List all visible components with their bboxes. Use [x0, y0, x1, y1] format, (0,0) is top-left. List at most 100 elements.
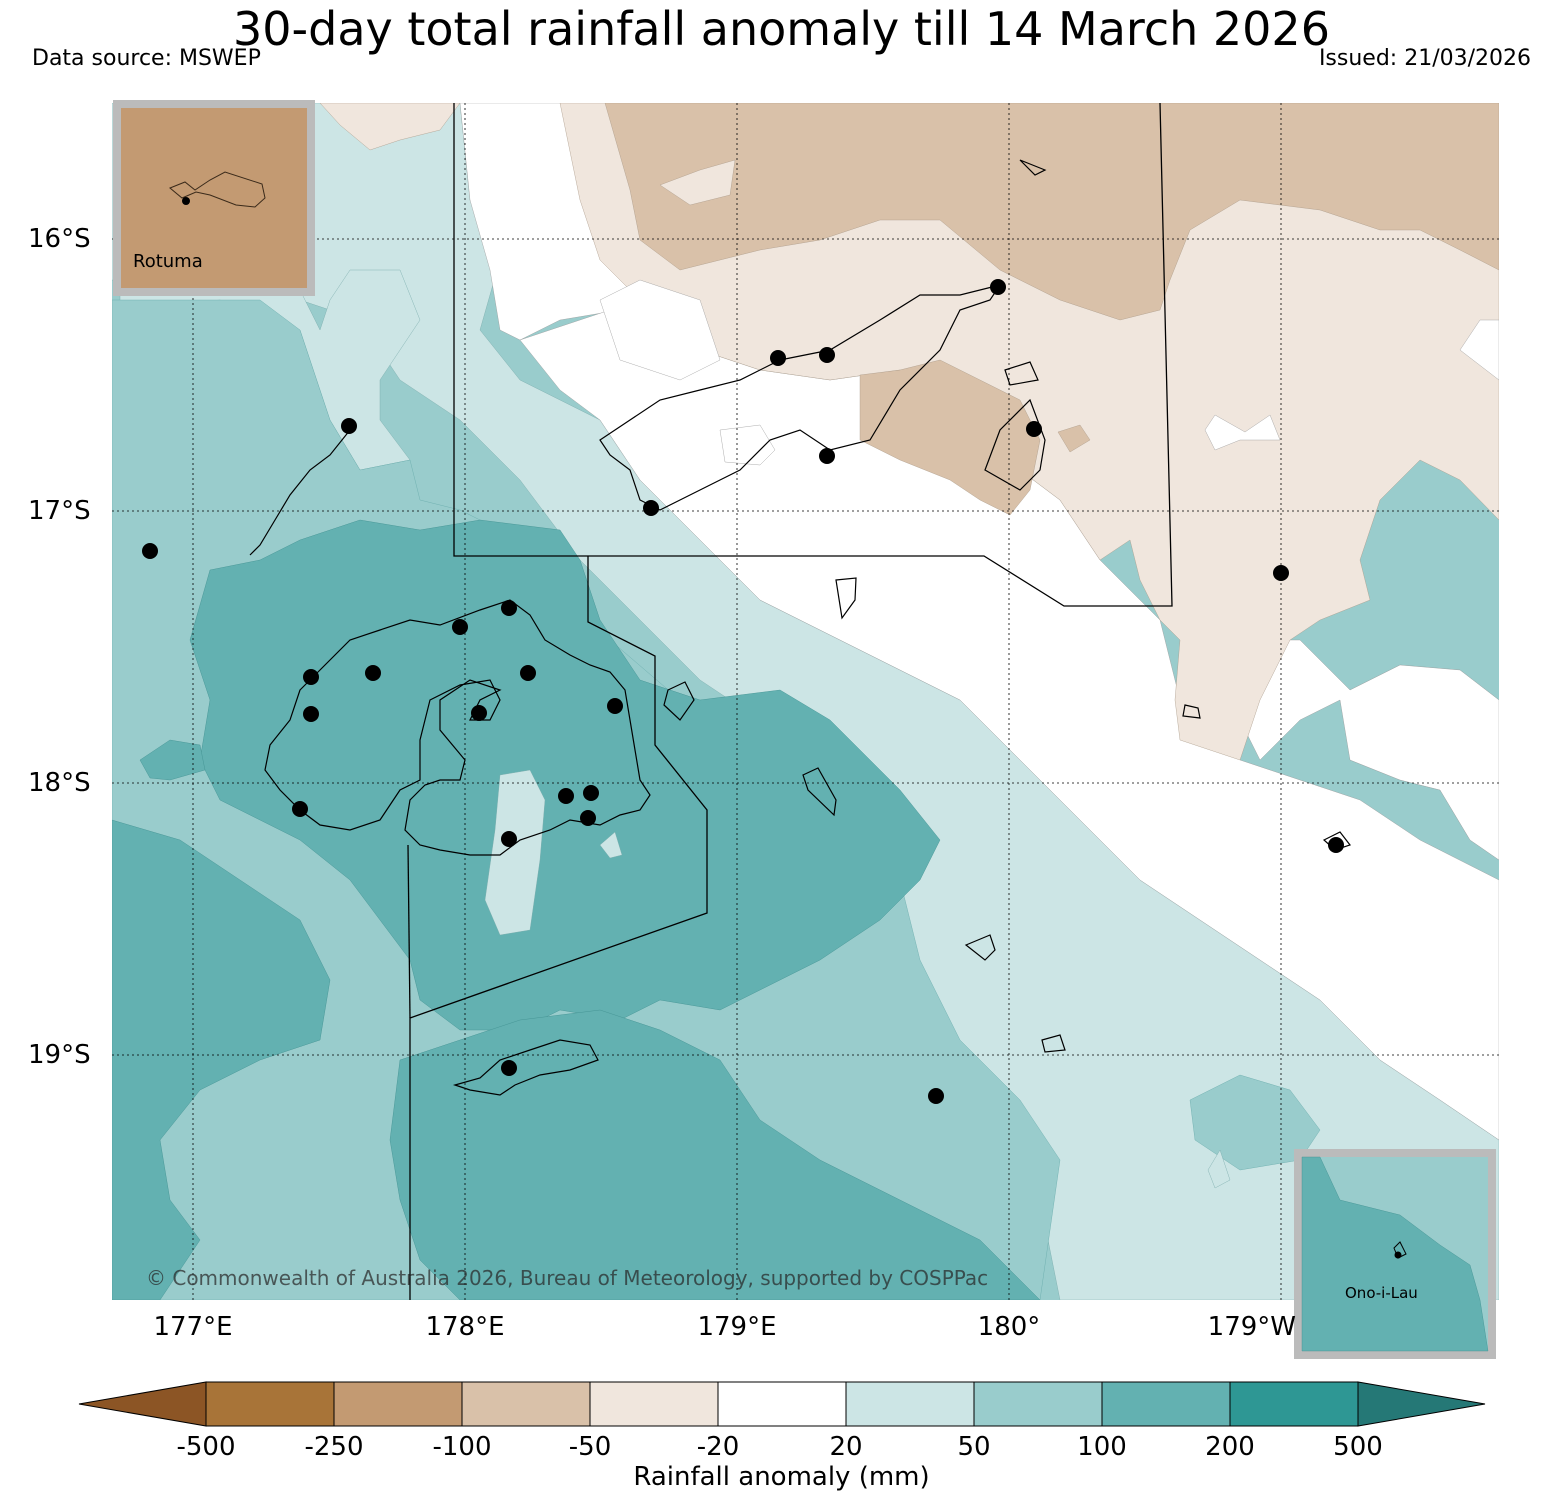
- colorbar-segment: [845, 1381, 975, 1427]
- station-marker: [501, 1060, 517, 1076]
- station-marker: [452, 619, 468, 635]
- anomaly-contours: [112, 103, 1499, 1300]
- contour-dry-strong: [604, 103, 1499, 321]
- colorbar-title: Rainfall anomaly (mm): [633, 1462, 930, 1492]
- graticule: [112, 103, 1499, 1300]
- colorbar-tick-label: -250: [304, 1432, 364, 1462]
- contour-dry-light-nw: [319, 103, 461, 151]
- station-marker: [558, 788, 574, 804]
- colorbar-segment: [589, 1381, 719, 1427]
- contour-neutral-hole-1: [599, 279, 721, 381]
- station-marker: [770, 350, 786, 366]
- island-small-3: [1041, 1034, 1066, 1053]
- colorbar: [78, 1381, 1486, 1427]
- station-marker: [1328, 837, 1344, 853]
- station-marker: [928, 1088, 944, 1104]
- colorbar-tick-label: 100: [1077, 1432, 1127, 1462]
- station-marker: [520, 665, 536, 681]
- station-marker: [819, 347, 835, 363]
- contour-wet-high-main: [189, 519, 941, 1031]
- colorbar-tick-label: -100: [432, 1432, 492, 1462]
- island-small-4: [1182, 704, 1201, 719]
- colorbar-tick-label: 500: [1333, 1432, 1383, 1462]
- lat-label-18S: 18°S: [28, 768, 91, 798]
- colorbar-segment: [333, 1381, 463, 1427]
- data-source-label: Data source: MSWEP: [32, 46, 261, 71]
- station-marker: [990, 279, 1006, 295]
- colorbar-extend-high: [1357, 1381, 1486, 1427]
- station-marker: [580, 810, 596, 826]
- colorbar-segment: [461, 1381, 591, 1427]
- colorbar-tick-label: 50: [957, 1432, 991, 1462]
- rotuma-coast: [169, 171, 266, 208]
- station-marker: [471, 705, 487, 721]
- station-marker: [341, 418, 357, 434]
- rotuma-station-marker: [182, 197, 190, 205]
- colorbar-tick-label: 200: [1205, 1432, 1255, 1462]
- colorbar-tick-label: 20: [829, 1432, 863, 1462]
- contour-wet-high-sw: [112, 819, 331, 1300]
- rotuma-inset: [113, 100, 315, 296]
- map-title: 30-day total rainfall anomaly till 14 Ma…: [233, 2, 1330, 56]
- station-marker: [501, 831, 517, 847]
- vanua-levu-coast: [599, 284, 1002, 511]
- station-marker: [643, 500, 659, 516]
- contour-wet-light-pocket-1: [484, 769, 546, 936]
- contour-neutral-hole-4: [1459, 319, 1499, 381]
- lon-label-180: 180°: [977, 1312, 1041, 1342]
- lon-label-179W: 179°W: [1207, 1312, 1296, 1342]
- station-marker: [1026, 421, 1042, 437]
- ono-i-lau-station-marker: [1394, 1251, 1402, 1259]
- lat-label-17S: 17°S: [28, 496, 91, 526]
- colorbar-tick-label: -20: [696, 1432, 740, 1462]
- contour-dry-strong-3: [1057, 424, 1091, 453]
- contour-wet-light-pocket-2: [599, 831, 623, 859]
- contour-wet-high-far-west: [139, 739, 206, 781]
- station-marker: [365, 665, 381, 681]
- colorbar-segment: [1229, 1381, 1359, 1427]
- station-marker: [303, 669, 319, 685]
- koro-island: [802, 767, 837, 817]
- colorbar-segment: [1101, 1381, 1231, 1427]
- colorbar-tick-label: -50: [568, 1432, 612, 1462]
- issued-date-label: Issued: 21/03/2026: [1318, 46, 1531, 71]
- station-marker: [142, 543, 158, 559]
- lon-label-177E: 177°E: [153, 1312, 233, 1342]
- station-marker: [292, 801, 308, 817]
- stations: [142, 279, 1344, 1104]
- lon-label-179E: 179°E: [697, 1312, 777, 1342]
- taveuni-coast: [984, 398, 1046, 491]
- ono-i-lau-label: Ono-i-Lau: [1345, 1284, 1418, 1302]
- station-marker: [501, 600, 517, 616]
- station-marker: [819, 448, 835, 464]
- island-small-2: [1004, 361, 1039, 386]
- island-small-1: [835, 577, 857, 620]
- colorbar-segment: [973, 1381, 1103, 1427]
- contour-neutral-hole-6: [659, 159, 736, 206]
- gau-island: [663, 681, 695, 721]
- contour-neutral-hole-3: [1204, 414, 1281, 451]
- rotuma-label: Rotuma: [133, 251, 203, 272]
- station-marker: [303, 706, 319, 722]
- colorbar-extend-low: [78, 1381, 207, 1427]
- station-marker: [583, 785, 599, 801]
- ono-i-lau-inset: [1294, 1149, 1496, 1359]
- station-marker: [607, 698, 623, 714]
- viti-levu-coast: [264, 599, 651, 856]
- colorbar-segment: [717, 1381, 847, 1427]
- moala-island: [964, 934, 996, 961]
- contour-neutral-hole-2: [719, 424, 776, 466]
- copyright-notice: © Commonwealth of Australia 2026, Bureau…: [146, 1266, 989, 1290]
- contour-wet-high-se: [1189, 1074, 1321, 1171]
- island-small-5: [1019, 159, 1047, 176]
- colorbar-tick-label: -500: [176, 1432, 236, 1462]
- station-marker: [1273, 565, 1289, 581]
- kadavu-coast: [452, 1039, 599, 1096]
- contour-wet-light-pocket-3: [1207, 1149, 1231, 1189]
- colorbar-segment: [205, 1381, 335, 1427]
- lat-label-19S: 19°S: [28, 1040, 91, 1070]
- yasawa-chain: [249, 429, 351, 556]
- division-boundaries: [407, 102, 1173, 1300]
- lon-label-178E: 178°E: [425, 1312, 505, 1342]
